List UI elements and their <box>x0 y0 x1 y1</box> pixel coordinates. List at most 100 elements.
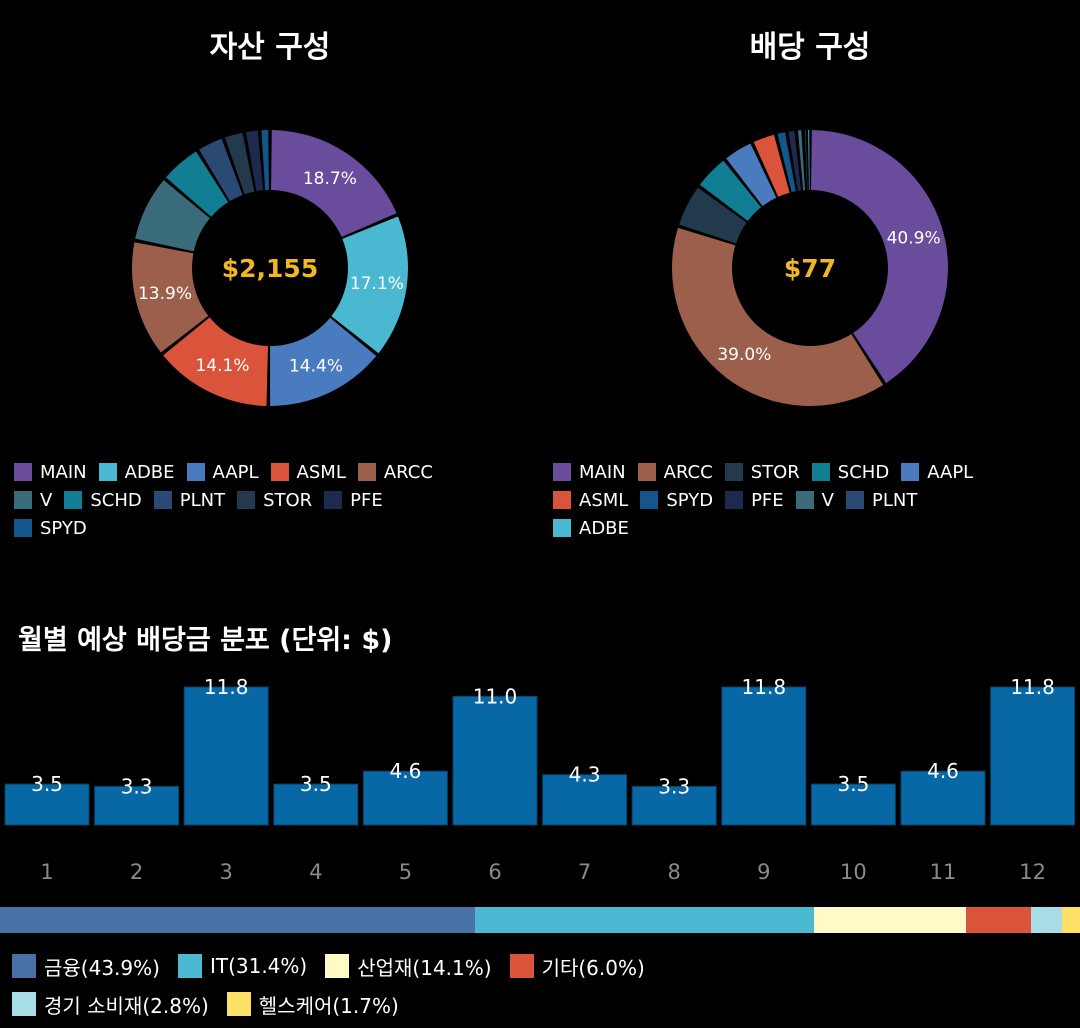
sector-legend-swatch <box>12 992 36 1016</box>
legend-swatch <box>725 491 744 509</box>
legend-label: SPYD <box>666 489 714 511</box>
donut-center-total: $2,155 <box>222 254 318 283</box>
bar-value-label: 3.5 <box>300 772 332 796</box>
legend-item-main: MAIN <box>14 461 87 483</box>
slice-label-main: 40.9% <box>887 229 941 249</box>
sector-legend-item: 산업재(14.1%) <box>325 953 492 980</box>
sector-legend-item: IT(31.4%) <box>177 953 307 979</box>
x-tick-label: 4 <box>309 860 322 884</box>
sector-legend-label: 헬스케어(1.7%) <box>258 993 399 1018</box>
bar-month-3 <box>183 686 269 826</box>
legend-item-pfe: PFE <box>324 490 383 511</box>
sector-legend-swatch <box>177 954 202 978</box>
legend-swatch <box>270 463 289 481</box>
slice-schd <box>165 151 229 217</box>
sector-segment-헬스케어 <box>1061 907 1080 933</box>
sector-segment-경기-소비재 <box>1031 907 1062 933</box>
bar-value-label: 11.0 <box>473 684 518 708</box>
legend-swatch <box>724 463 743 481</box>
bar-month-2 <box>94 785 180 826</box>
legend-label: AAPL <box>927 461 974 483</box>
legend-swatch <box>640 491 659 509</box>
sector-legend-label: 산업재(14.1%) <box>357 955 492 980</box>
legend-swatch <box>901 463 920 481</box>
slice-aapl <box>726 143 777 207</box>
legend-item-adbe: ADBE <box>98 461 175 483</box>
bar-month-8 <box>631 785 717 826</box>
slice-label-main: 18.7% <box>303 169 357 189</box>
legend-swatch <box>811 463 830 481</box>
legend-swatch <box>237 491 256 509</box>
sector-legend-swatch <box>325 954 350 978</box>
legend-swatch <box>845 491 864 509</box>
sector-segment-it <box>474 907 815 933</box>
sector-legend-item: 헬스케어(1.7%) <box>226 991 399 1018</box>
bar-month-6 <box>452 695 538 826</box>
monthly-dividend-title: 월별 예상 배당금 분포 (단위: $) <box>18 625 393 656</box>
legend-swatch <box>795 491 814 509</box>
bar-value-label: 3.5 <box>837 772 869 796</box>
monthly-dividend-bar-chart: 3.5 1 3.3 2 11.8 3 3.5 4 4.6 5 11.0 6 4.3 7 3.3 8 11.8 9 3… <box>4 675 1076 884</box>
legend-label: PFE <box>751 489 784 511</box>
legend-label: STOR <box>750 461 800 483</box>
slice-arcc <box>132 242 209 353</box>
legend-swatch <box>64 491 83 509</box>
legend-label: V <box>40 489 53 511</box>
legend-swatch <box>324 491 343 509</box>
legend-label: ADBE <box>124 461 175 483</box>
bar-value-label: 11.8 <box>204 675 249 699</box>
slice-main <box>271 130 397 237</box>
slice-adbe <box>808 130 810 191</box>
dividend-donut-chart: 40.9% 39.0% $77 <box>672 130 948 407</box>
slice-v <box>135 180 210 252</box>
bar-value-label: 3.5 <box>31 772 63 796</box>
sector-stacked-bar <box>0 907 1080 933</box>
legend-label: STOR <box>263 489 313 511</box>
sector-legend-label: 금융(43.9%) <box>44 955 160 980</box>
x-tick-label: 10 <box>840 860 867 884</box>
slice-v <box>797 130 806 191</box>
slice-arcc <box>672 227 884 407</box>
legend-swatch <box>553 491 571 509</box>
legend-item-spyd: SPYD <box>640 489 714 511</box>
legend-label: MAIN <box>40 461 87 483</box>
bar-value-label: 3.3 <box>658 774 690 798</box>
legend-swatch <box>14 519 32 537</box>
legend-label: MAIN <box>579 461 626 483</box>
legend-item-stor: STOR <box>237 489 313 511</box>
slice-stor <box>224 132 255 195</box>
x-tick-label: 11 <box>930 860 957 884</box>
legend-item-pfe: PFE <box>725 489 784 511</box>
legend-item-v: V <box>14 489 53 511</box>
legend-item-v: V <box>795 490 834 511</box>
bar-value-label: 4.6 <box>927 759 959 783</box>
sector-legend-swatch <box>509 954 534 978</box>
legend-label: SCHD <box>90 489 142 511</box>
legend-item-arcc: ARCC <box>637 461 713 483</box>
legend-item-adbe: ADBE <box>553 517 629 539</box>
legend-swatch <box>153 491 172 509</box>
bar-month-4 <box>273 783 359 826</box>
slice-stor <box>679 187 747 244</box>
slice-plnt <box>804 130 808 191</box>
legend-label: PLNT <box>871 489 918 511</box>
legend-swatch <box>14 491 32 509</box>
bar-month-11 <box>900 770 986 826</box>
sector-legend-label: 경기 소비재(2.8%) <box>44 993 209 1018</box>
x-tick-label: 12 <box>1019 860 1046 884</box>
sector-legend-item: 금융(43.9%) <box>12 953 160 980</box>
legend-label: ADBE <box>579 517 629 539</box>
legend-item-asml: ASML <box>553 490 628 511</box>
sector-legend-item: 경기 소비재(2.8%) <box>12 991 209 1018</box>
legend-label: ARCC <box>663 461 713 483</box>
legend-label: ARCC <box>383 461 433 483</box>
sector-segment-산업재 <box>814 907 967 933</box>
slice-label-arcc: 13.9% <box>138 284 192 304</box>
dividend-composition-title: 배당 구성 <box>749 30 871 65</box>
bar-month-10 <box>810 783 896 826</box>
x-tick-label: 2 <box>130 860 143 884</box>
legend-item-main: MAIN <box>553 461 626 483</box>
asset-composition-title: 자산 구성 <box>209 30 331 65</box>
asset-donut-chart: 18.7% 17.1% 14.4% 14.1% 13.9% $2,155 <box>132 130 409 406</box>
slice-aapl <box>270 317 377 406</box>
